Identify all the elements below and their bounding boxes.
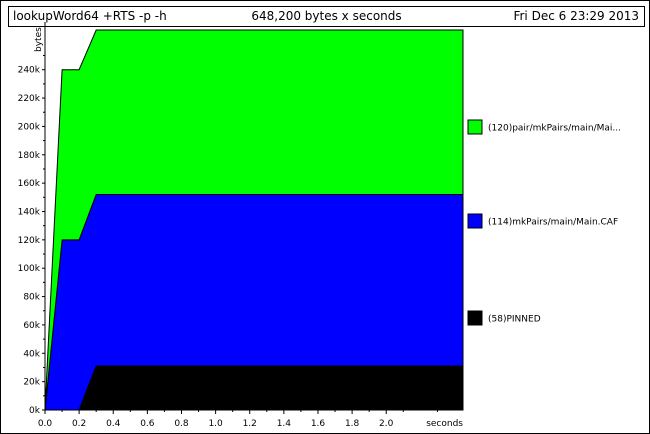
legend-label: (58)PINNED (488, 315, 541, 325)
x-tick-label: 2.0 (379, 419, 394, 429)
x-tick-label: 1.0 (208, 419, 223, 429)
program-command: lookupWord64 +RTS -p -h (13, 9, 167, 23)
legend-swatch (467, 119, 483, 135)
y-tick-label: 100k (18, 264, 41, 274)
x-tick-label: 1.8 (345, 419, 360, 429)
x-tick-label: 0.4 (106, 419, 121, 429)
y-tick-label: 140k (18, 207, 41, 217)
x-axis-title: seconds (426, 419, 463, 429)
x-tick-label: 0.8 (174, 419, 189, 429)
y-tick-label: 20k (23, 378, 40, 388)
legend-swatch (467, 213, 483, 229)
run-date: Fri Dec 6 23:29 2013 (513, 9, 639, 23)
x-tick-label: 1.4 (277, 419, 292, 429)
y-tick-label: 80k (23, 293, 40, 303)
y-tick-label: 60k (23, 321, 40, 331)
summary-bytes-seconds: 648,200 bytes x seconds (251, 9, 402, 23)
x-tick-label: 0.2 (72, 419, 86, 429)
area-series-120-pair-mkpairs-main-mai (44, 29, 464, 411)
chart-header: lookupWord64 +RTS -p -h 648,200 bytes x … (8, 6, 645, 27)
y-tick-label: 240k (18, 66, 41, 76)
legend-label: (114)mkPairs/main/Main.CAF (488, 218, 618, 228)
y-tick-label: 120k (18, 236, 41, 246)
legend-label: (120)pair/mkPairs/main/Mai... (488, 124, 621, 134)
y-tick-label: 180k (18, 151, 41, 161)
x-tick-label: 0.0 (38, 419, 53, 429)
y-axis-title: bytes (34, 27, 44, 52)
y-tick-label: 40k (23, 349, 40, 359)
legend-swatch (467, 310, 483, 326)
y-tick-label: 0k (29, 406, 41, 416)
x-tick-label: 1.2 (243, 419, 257, 429)
area-series-58-pinned (45, 365, 464, 411)
y-tick-label: 160k (18, 179, 41, 189)
y-tick-label: 200k (18, 122, 41, 132)
x-tick-label: 0.6 (140, 419, 155, 429)
y-tick-label: 220k (18, 94, 41, 104)
x-tick-label: 1.6 (311, 419, 326, 429)
